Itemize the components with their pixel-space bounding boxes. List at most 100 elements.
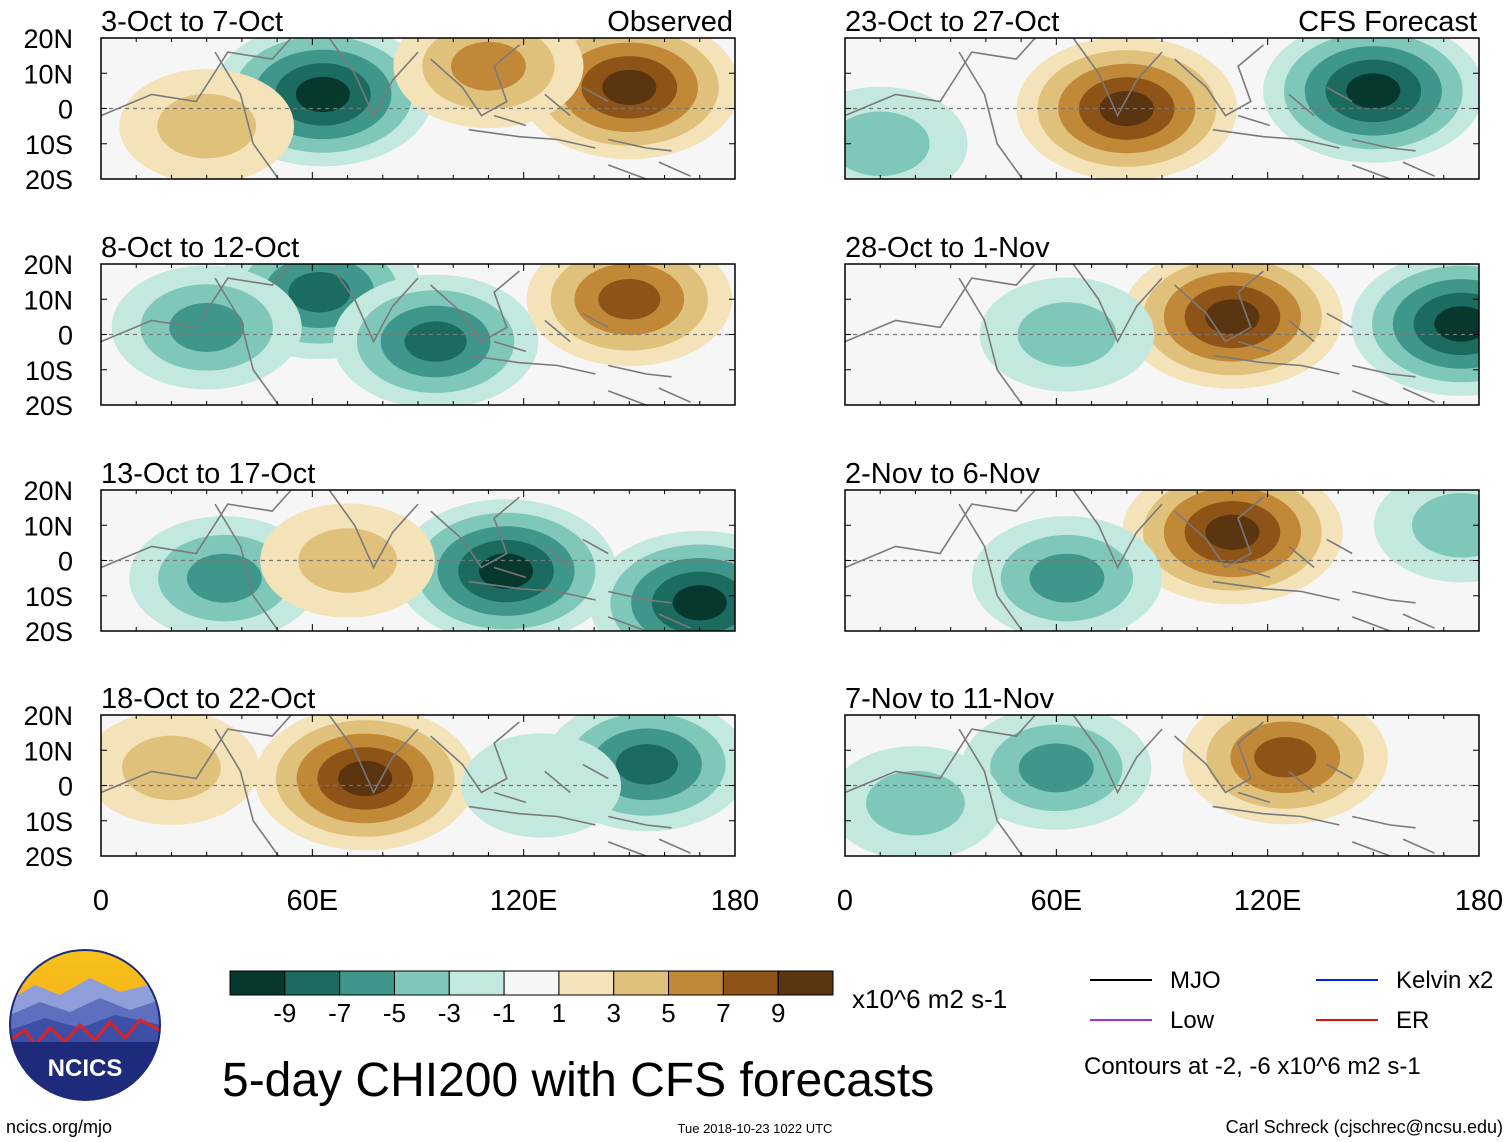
anomaly-mark	[602, 69, 657, 105]
map-panel: 13-Oct to 17-Oct 20N 10N 0 10S 20S	[23, 458, 736, 647]
timestamp: Tue 2018-10-23 1022 UTC	[678, 1121, 833, 1136]
coastline	[468, 354, 596, 375]
panel-period: 28-Oct to 1-Nov	[845, 232, 1050, 264]
anomaly-mark	[169, 303, 245, 352]
panel-period: 3-Oct to 7-Oct	[101, 6, 283, 38]
coastline	[493, 763, 609, 804]
colorbar-swatch	[284, 970, 341, 996]
coastline	[493, 86, 609, 127]
coastline	[1352, 364, 1416, 378]
colorbar-swatch	[558, 970, 615, 996]
coastline	[468, 128, 596, 149]
coastline	[1237, 763, 1353, 804]
site-link[interactable]: ncics.org/mjo	[6, 1117, 112, 1137]
colorbar: -9 -7 -5 -3 -1 1 3 5 7 9	[229, 970, 834, 1028]
colorbar-tick-label: -3	[438, 998, 461, 1028]
coastline	[1072, 264, 1163, 344]
lat-tick-label: 10N	[23, 511, 73, 541]
colorbar-tick-label: 3	[606, 998, 620, 1028]
anomaly-mark	[295, 76, 350, 113]
coastline	[214, 51, 280, 179]
lat-tick-label: 20S	[25, 165, 73, 195]
anomaly-mark	[598, 279, 661, 320]
colorbar-swatch	[339, 970, 395, 996]
lon-tick-label: 60E	[1031, 885, 1083, 917]
legend-label: Low	[1170, 1007, 1215, 1034]
panel-period: 23-Oct to 27-Oct	[845, 6, 1059, 38]
coastline	[101, 264, 292, 343]
anomaly-mark	[615, 744, 678, 785]
author: Carl Schreck (cjschrec@ncsu.edu)	[1226, 1117, 1503, 1137]
lon-tick-label: 180	[1455, 885, 1503, 917]
anomaly-mark	[298, 528, 397, 593]
forecast-label: CFS Forecast	[1298, 6, 1477, 38]
lat-tick-label: 20N	[23, 701, 73, 731]
coastline	[1212, 128, 1340, 149]
lat-tick-label: 10S	[25, 356, 73, 386]
coastline	[1212, 580, 1340, 601]
anomaly-mark	[157, 93, 257, 159]
coastline	[607, 161, 691, 179]
map-panel: 23-Oct to 27-Oct CFS Forecast	[844, 6, 1480, 180]
coastline	[1352, 590, 1416, 604]
colorbar-swatch	[229, 970, 286, 996]
lat-tick-label: 20S	[25, 617, 73, 647]
colorbar-swatch	[777, 970, 834, 996]
lon-tick-label: 0	[837, 885, 853, 917]
colorbar-swatch	[503, 970, 560, 996]
panel-period: 18-Oct to 22-Oct	[101, 683, 315, 715]
coastline	[608, 364, 672, 378]
coastline	[1352, 138, 1416, 152]
panel-period: 7-Nov to 11-Nov	[845, 683, 1054, 715]
panel-period: 2-Nov to 6-Nov	[845, 458, 1041, 490]
coastline	[101, 715, 292, 794]
coastline	[101, 490, 292, 569]
colorbar-units: x10^6 m2 s-1	[852, 984, 1007, 1014]
legend-label: MJO	[1170, 967, 1221, 994]
lat-tick-label: 0	[58, 772, 73, 802]
colorbar-swatch	[722, 970, 779, 996]
coastline	[607, 838, 691, 856]
coastline	[845, 264, 1036, 343]
coastline	[608, 138, 672, 152]
anomaly-mark	[1018, 743, 1094, 793]
lat-tick-label: 10N	[23, 59, 73, 89]
lon-tick-label: 60E	[287, 885, 339, 917]
panel-period: 13-Oct to 17-Oct	[101, 458, 315, 490]
anomaly-mark	[1205, 514, 1260, 550]
coastline	[845, 38, 1036, 117]
lon-tick-label: 120E	[490, 885, 558, 917]
colorbar-tick-label: 1	[552, 998, 566, 1028]
coastline	[1237, 86, 1353, 127]
lat-tick-label: 10N	[23, 285, 73, 315]
lat-tick-label: 20S	[25, 391, 73, 421]
colorbar-tick-label: 7	[716, 998, 730, 1028]
anomaly-mark	[288, 271, 351, 313]
lat-tick-label: 10S	[25, 130, 73, 160]
chart-title: 5-day CHI200 with CFS forecasts	[222, 1054, 934, 1107]
coastline	[1351, 613, 1435, 631]
anomaly-mark	[404, 321, 467, 362]
lat-tick-label: 0	[58, 321, 73, 351]
coastline	[607, 387, 691, 405]
colorbar-tick-label: -5	[383, 998, 406, 1028]
colorbar-swatch	[613, 970, 670, 996]
map-panel: 2-Nov to 6-Nov	[844, 458, 1480, 632]
anomaly-mark	[186, 553, 262, 603]
contour-note: Contours at -2, -6 x10^6 m2 s-1	[1084, 1053, 1421, 1080]
coastline	[214, 728, 280, 856]
anomaly-mark	[1029, 553, 1105, 603]
coastline	[845, 715, 1036, 794]
lat-tick-label: 10S	[25, 807, 73, 837]
colorbar-tick-label: 9	[771, 998, 785, 1028]
lon-tick-label: 0	[93, 885, 109, 917]
anomaly-mark	[1254, 737, 1317, 778]
map-panel: 18-Oct to 22-Oct 20N 10N 0 10S 20S	[23, 683, 736, 872]
legend-label: ER	[1396, 1007, 1429, 1034]
coastline	[1212, 354, 1340, 375]
ncics-logo: NCICS	[9, 949, 161, 1101]
colorbar-swatch	[448, 970, 505, 996]
lat-tick-label: 20S	[25, 842, 73, 872]
coastline	[1212, 805, 1340, 826]
lat-tick-label: 20N	[23, 250, 73, 280]
